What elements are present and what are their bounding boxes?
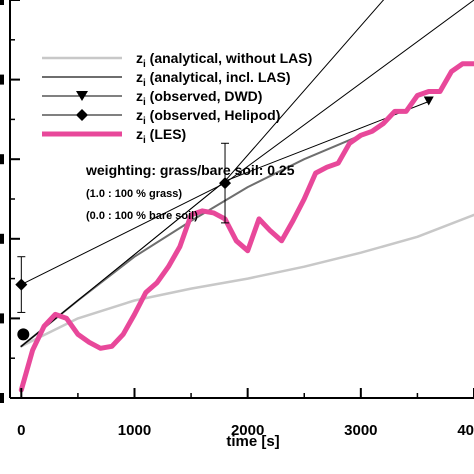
x-tick-label: 4000	[457, 422, 474, 439]
triangle-down-marker	[423, 96, 434, 106]
series-line-analytical_no_las	[20, 213, 474, 348]
legend-label-les: zi (LES)	[136, 126, 186, 146]
annotation-text: (1.0 : 100 % grass)	[86, 188, 182, 200]
series-layer	[15, 0, 474, 393]
y-tick-label-fragment	[0, 313, 4, 324]
x-tick-label: 1000	[118, 422, 151, 439]
legend: zi (analytical, without LAS)zi (analytic…	[42, 50, 312, 146]
x-tick-label: 3000	[344, 422, 377, 439]
series-line-les	[18, 61, 474, 393]
diamond-marker	[219, 177, 232, 190]
x-tick-label: 0	[17, 422, 25, 439]
y-tick-label-fragment	[0, 74, 4, 85]
annotation-text: weighting: grass/bare soil: 0.25	[85, 162, 295, 178]
legend-triangle-marker	[76, 91, 88, 101]
x-axis-label: time [s]	[226, 433, 279, 450]
annotation-text: (0.0 : 100 % bare soil)	[86, 210, 198, 222]
start-point-marker	[17, 328, 30, 341]
y-tick-label-fragment	[0, 233, 4, 244]
annotations: weighting: grass/bare soil: 0.25 (1.0 : 1…	[85, 162, 295, 222]
axis-layer: 0 1000 2000 3000 4000	[0, 0, 474, 439]
series-line-observed_helipod	[20, 182, 226, 286]
y-tick-label-fragment	[0, 393, 4, 403]
legend-label-analytical_no_las: zi (analytical, without LAS)	[136, 50, 312, 70]
y-tick-label-fragment	[0, 154, 4, 165]
legend-label-analytical_las: zi (analytical, incl. LAS)	[136, 69, 290, 89]
x-tick-label: 2000	[231, 422, 264, 439]
diamond-marker	[15, 278, 28, 291]
legend-diamond-marker	[76, 109, 88, 121]
legend-label-observed_helipod: zi (observed, Helipod)	[136, 107, 280, 127]
series-line-observed_helipod_steep	[224, 0, 474, 184]
legend-label-observed_dwd: zi (observed, DWD)	[136, 88, 262, 108]
y-tick-label-fragment	[0, 0, 4, 5]
